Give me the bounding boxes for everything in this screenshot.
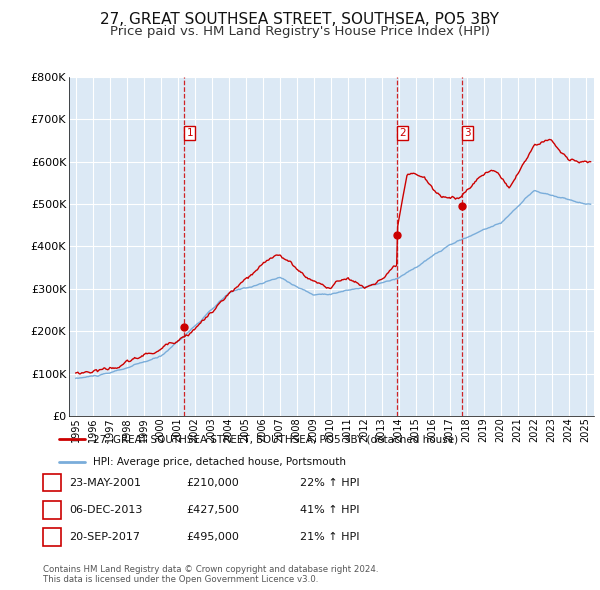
Text: 3: 3 bbox=[464, 127, 470, 137]
Text: 2: 2 bbox=[49, 505, 56, 514]
Text: 22% ↑ HPI: 22% ↑ HPI bbox=[300, 478, 359, 487]
Text: 41% ↑ HPI: 41% ↑ HPI bbox=[300, 505, 359, 514]
Text: Price paid vs. HM Land Registry's House Price Index (HPI): Price paid vs. HM Land Registry's House … bbox=[110, 25, 490, 38]
Text: 27, GREAT SOUTHSEA STREET, SOUTHSEA, PO5 3BY: 27, GREAT SOUTHSEA STREET, SOUTHSEA, PO5… bbox=[101, 12, 499, 27]
Text: 21% ↑ HPI: 21% ↑ HPI bbox=[300, 532, 359, 542]
Text: HPI: Average price, detached house, Portsmouth: HPI: Average price, detached house, Port… bbox=[93, 457, 346, 467]
Text: £427,500: £427,500 bbox=[186, 505, 239, 514]
Text: 23-MAY-2001: 23-MAY-2001 bbox=[69, 478, 141, 487]
Text: 1: 1 bbox=[187, 127, 193, 137]
Text: 06-DEC-2013: 06-DEC-2013 bbox=[69, 505, 142, 514]
Text: 20-SEP-2017: 20-SEP-2017 bbox=[69, 532, 140, 542]
Text: £495,000: £495,000 bbox=[186, 532, 239, 542]
Text: Contains HM Land Registry data © Crown copyright and database right 2024.
This d: Contains HM Land Registry data © Crown c… bbox=[43, 565, 379, 584]
Text: 2: 2 bbox=[400, 127, 406, 137]
Text: 1: 1 bbox=[49, 478, 56, 487]
Text: 3: 3 bbox=[49, 532, 56, 542]
Text: £210,000: £210,000 bbox=[186, 478, 239, 487]
Text: 27, GREAT SOUTHSEA STREET, SOUTHSEA, PO5 3BY (detached house): 27, GREAT SOUTHSEA STREET, SOUTHSEA, PO5… bbox=[93, 434, 458, 444]
